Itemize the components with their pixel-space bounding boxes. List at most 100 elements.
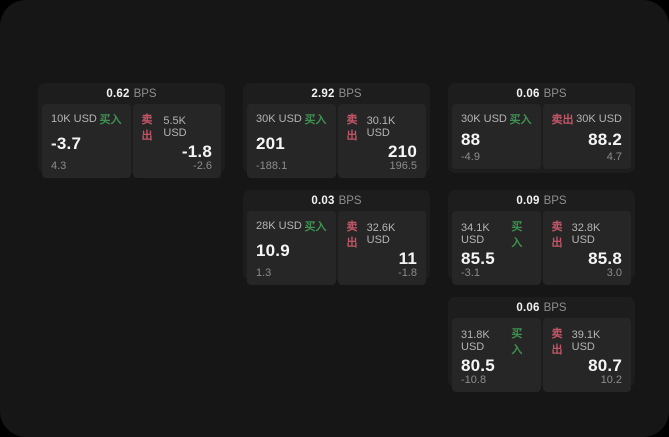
buy-amount: 34.1K USD	[461, 222, 490, 246]
sell-price: 80.7	[588, 356, 622, 375]
buy-sub-value: 4.3	[51, 160, 67, 172]
buy-price: 88	[461, 129, 481, 149]
spread-value: 0.62	[106, 87, 130, 100]
buy-price: -3.7	[51, 134, 82, 153]
sell-sub-value: 196.5	[389, 160, 417, 172]
quote-card: 0.06 BPS 30K USD 买入 88 -4.9 卖出 30K USD 88.2 4.7	[448, 83, 635, 173]
buy-panel[interactable]: 30K USD 买入 88 -4.9	[452, 104, 541, 169]
buy-sub-value: -4.9	[461, 151, 480, 163]
buy-panel[interactable]: 34.1K USD 买入 85.5 -3.1	[452, 211, 541, 285]
quote-card: 2.92 BPS 30K USD 买入 201 -188.1 卖出 30.1K USD 210 1…	[243, 83, 430, 178]
quote-panels: 30K USD 买入 88 -4.9 卖出 30K USD 88.2 4.7	[452, 104, 631, 169]
quote-panels: 31.8K USD 买入 80.5 -10.8 卖出 39.1K USD 80.7 10.2	[452, 318, 631, 392]
buy-panel[interactable]: 31.8K USD 买入 80.5 -10.8	[452, 318, 541, 392]
spread-value: 0.06	[516, 87, 540, 100]
buy-sub-value: 1.3	[256, 267, 272, 279]
sell-panel[interactable]: 卖出 5.5K USD -1.8 -2.6	[132, 104, 221, 178]
quote-card: 0.03 BPS 28K USD 买入 10.9 1.3 卖出 32.6K USD 11 -1.8	[243, 190, 430, 285]
sell-panel[interactable]: 卖出 30K USD 88.2 4.7	[542, 104, 631, 169]
sell-amount: 32.6K USD	[366, 222, 396, 246]
spread-header: 0.62 BPS	[42, 83, 221, 104]
buy-panel-top: 31.8K USD 买入	[461, 325, 532, 357]
sell-price: -1.8	[181, 142, 212, 161]
spread-header: 0.03 BPS	[247, 190, 426, 211]
quote-card: 0.06 BPS 31.8K USD 买入 80.5 -10.8 卖出 39.1K USD 80…	[448, 297, 635, 392]
quote-card: 0.62 BPS 10K USD 买入 -3.7 4.3 卖出 5.5K USD -1.8 -2.…	[38, 83, 225, 178]
sell-sub-value: -2.6	[193, 160, 212, 172]
sell-amount: 30.1K USD	[366, 115, 396, 139]
buy-sub-value: -10.8	[461, 374, 487, 386]
quote-panels: 30K USD 买入 201 -188.1 卖出 30.1K USD 210 196.5	[247, 104, 426, 178]
sell-side-label: 卖出	[346, 221, 358, 249]
sell-price: 85.8	[588, 249, 622, 268]
quote-panels: 34.1K USD 买入 85.5 -3.1 卖出 32.8K USD 85.8 3.0	[452, 211, 631, 285]
spread-header: 0.09 BPS	[452, 190, 631, 211]
spread-header: 2.92 BPS	[247, 83, 426, 104]
buy-sub-value: -188.1	[256, 160, 288, 172]
buy-side-label: 买入	[511, 328, 523, 356]
sell-panel-top: 卖出 39.1K USD	[552, 325, 623, 357]
sell-side-label: 卖出	[346, 114, 358, 142]
spread-value: 0.06	[516, 301, 540, 314]
sell-sub-value: 10.2	[600, 374, 622, 386]
sell-side-label: 卖出	[551, 221, 563, 249]
spread-unit-label: BPS	[338, 194, 362, 207]
buy-panel-top: 30K USD 买入	[256, 111, 327, 127]
sell-panel-top: 卖出 32.8K USD	[552, 218, 623, 250]
buy-price: 85.5	[461, 249, 495, 268]
sell-price: 210	[388, 142, 417, 161]
sell-panel[interactable]: 卖出 32.8K USD 85.8 3.0	[542, 211, 631, 285]
buy-side-label: 买入	[304, 114, 327, 126]
sell-amount: 32.8K USD	[571, 222, 601, 246]
buy-panel-top: 30K USD 买入	[461, 111, 532, 127]
spread-unit-label: BPS	[338, 87, 362, 100]
sell-sub-value: 4.7	[606, 151, 622, 163]
buy-side-label: 买入	[509, 114, 532, 126]
sell-amount: 5.5K USD	[163, 115, 187, 139]
sell-side-label: 卖出	[141, 114, 153, 142]
buy-side-label: 买入	[511, 221, 523, 249]
quote-grid: 0.62 BPS 10K USD 买入 -3.7 4.3 卖出 5.5K USD -1.8 -2.…	[38, 83, 635, 392]
sell-panel[interactable]: 卖出 32.6K USD 11 -1.8	[337, 211, 426, 285]
sell-amount: 30K USD	[576, 113, 622, 125]
quote-card: 0.09 BPS 34.1K USD 买入 85.5 -3.1 卖出 32.8K USD 85.…	[448, 190, 635, 285]
sell-panel-top: 卖出 30K USD	[552, 111, 623, 127]
spread-value: 2.92	[311, 87, 335, 100]
sell-price: 88.2	[588, 129, 622, 149]
quote-panels: 10K USD 买入 -3.7 4.3 卖出 5.5K USD -1.8 -2.6	[42, 104, 221, 178]
sell-price: 11	[398, 249, 417, 268]
buy-panel-top: 10K USD 买入	[51, 111, 122, 127]
buy-panel[interactable]: 28K USD 买入 10.9 1.3	[247, 211, 336, 285]
quote-panels: 28K USD 买入 10.9 1.3 卖出 32.6K USD 11 -1.8	[247, 211, 426, 285]
buy-amount: 31.8K USD	[461, 329, 490, 353]
sell-panel-top: 卖出 30.1K USD	[347, 111, 418, 143]
spread-value: 0.09	[516, 194, 540, 207]
sell-panel-top: 卖出 32.6K USD	[347, 218, 418, 250]
sell-amount: 39.1K USD	[571, 329, 601, 353]
buy-panel-top: 28K USD 买入	[256, 218, 327, 234]
sell-sub-value: 3.0	[606, 267, 622, 279]
sell-panel[interactable]: 卖出 39.1K USD 80.7 10.2	[542, 318, 631, 392]
buy-panel-top: 34.1K USD 买入	[461, 218, 532, 250]
buy-price: 201	[256, 134, 285, 153]
buy-panel[interactable]: 30K USD 买入 201 -188.1	[247, 104, 336, 178]
spread-unit-label: BPS	[133, 87, 157, 100]
buy-side-label: 买入	[304, 221, 327, 233]
buy-side-label: 买入	[99, 114, 122, 126]
buy-panel[interactable]: 10K USD 买入 -3.7 4.3	[42, 104, 131, 178]
sell-panel[interactable]: 卖出 30.1K USD 210 196.5	[337, 104, 426, 178]
spread-unit-label: BPS	[543, 194, 567, 207]
buy-amount: 28K USD	[256, 220, 302, 232]
sell-side-label: 卖出	[551, 114, 574, 126]
sell-side-label: 卖出	[551, 328, 563, 356]
spread-value: 0.03	[311, 194, 335, 207]
buy-amount: 30K USD	[461, 113, 507, 125]
sell-panel-top: 卖出 5.5K USD	[142, 111, 213, 143]
buy-amount: 30K USD	[256, 113, 302, 125]
sell-sub-value: -1.8	[398, 267, 417, 279]
spread-unit-label: BPS	[543, 87, 567, 100]
spread-unit-label: BPS	[543, 301, 567, 314]
buy-amount: 10K USD	[51, 113, 97, 125]
spread-header: 0.06 BPS	[452, 83, 631, 104]
